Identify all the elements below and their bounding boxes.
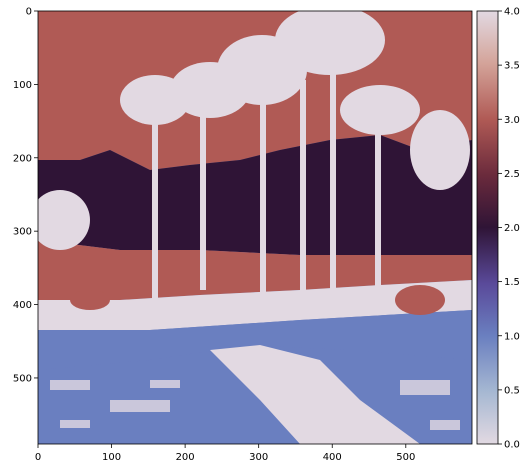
- colorbar-tick-label: 3.5: [504, 61, 520, 72]
- colorbar-tick-label: 4.0: [504, 7, 520, 18]
- colorbar-tick-label: 1.0: [504, 331, 520, 342]
- x-tick-label: 500: [396, 452, 415, 463]
- x-axis: 0 100 200 300 400 500: [35, 444, 415, 463]
- heatmap-image: [38, 11, 472, 444]
- x-tick-label: 0: [35, 452, 41, 463]
- colorbar-tick-label: 0.5: [504, 385, 520, 396]
- y-tick-label: 300: [13, 227, 32, 238]
- colorbar-gradient: [477, 11, 498, 444]
- colorbar-tick-label: 0.0: [504, 440, 520, 451]
- y-tick-label: 500: [13, 373, 32, 384]
- colorbar: 0.0 0.5 1.0 1.5 2.0 2.5 3.0 3.5 4.0: [476, 7, 520, 451]
- x-tick-label: 300: [249, 452, 268, 463]
- y-tick-label: 0: [26, 7, 32, 18]
- colorbar-tick-label: 2.0: [504, 223, 520, 234]
- y-tick-label: 400: [13, 300, 32, 311]
- y-tick-label: 200: [13, 153, 32, 164]
- colorbar-ticks: 0.0 0.5 1.0 1.5 2.0 2.5 3.0 3.5 4.0: [498, 7, 520, 451]
- x-tick-label: 100: [102, 452, 121, 463]
- x-tick-label: 400: [323, 452, 342, 463]
- y-tick-label: 100: [13, 80, 32, 91]
- y-axis: 0 100 200 300 400 500: [13, 7, 38, 384]
- x-tick-label: 200: [176, 452, 195, 463]
- colorbar-tick-label: 3.0: [504, 115, 520, 126]
- colorbar-tick-label: 1.5: [504, 277, 520, 288]
- colorbar-tick-label: 2.5: [504, 169, 520, 180]
